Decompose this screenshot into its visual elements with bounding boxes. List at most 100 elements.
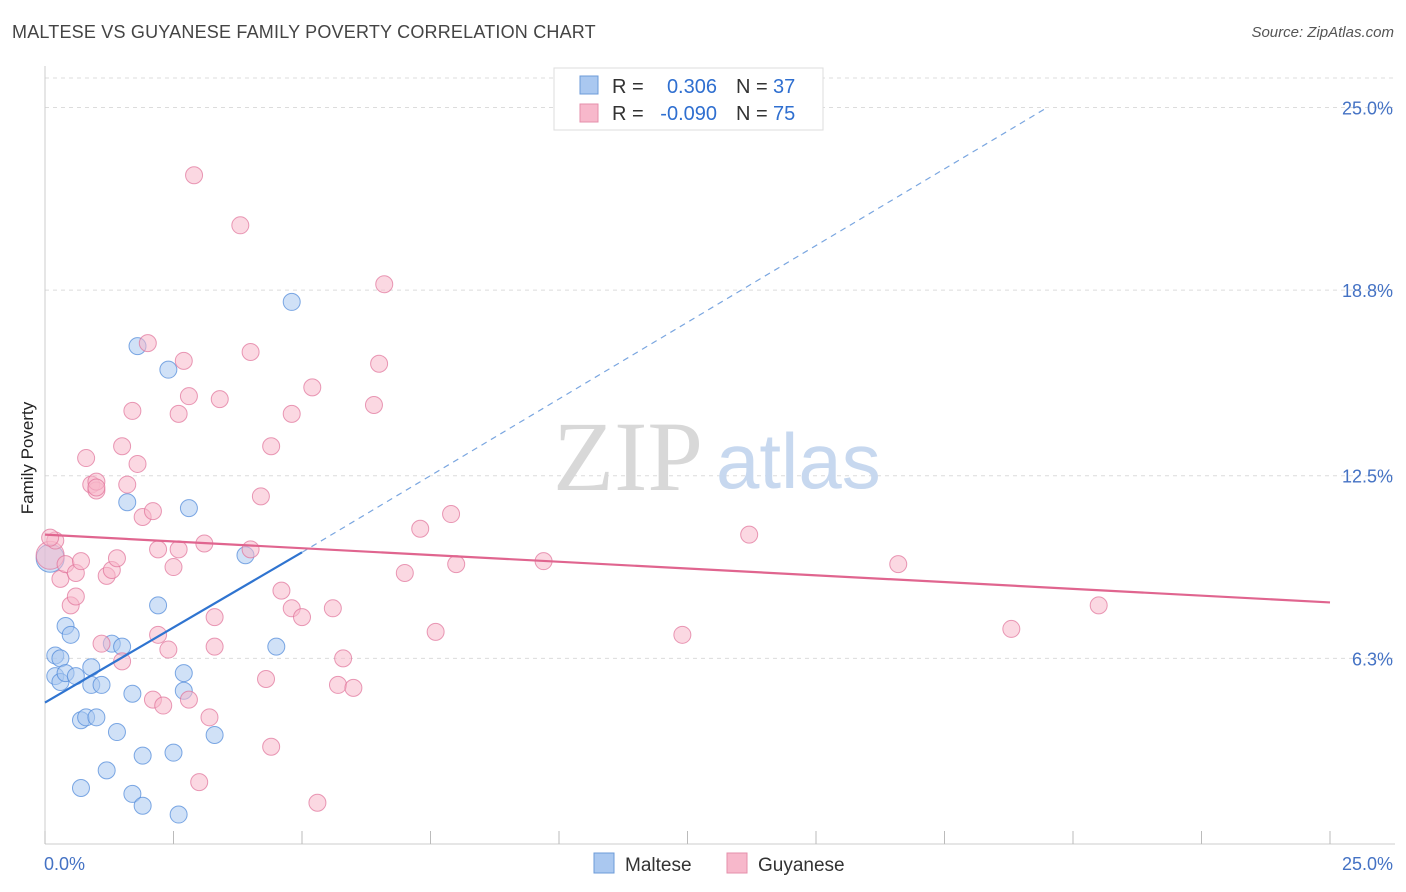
chart-title: MALTESE VS GUYANESE FAMILY POVERTY CORRE… bbox=[12, 22, 596, 42]
guyanese-point bbox=[1002, 619, 1021, 638]
guyanese-point bbox=[179, 387, 198, 406]
legend-r-label-2: R = bbox=[612, 103, 644, 125]
x-tick-labels: 0.0% 25.0% bbox=[44, 854, 1393, 874]
guyanese-point bbox=[77, 449, 96, 468]
series-maltese bbox=[35, 292, 301, 824]
guyanese-point bbox=[375, 275, 394, 294]
guyanese-point bbox=[308, 793, 327, 812]
guyanese-point bbox=[143, 502, 162, 521]
guyanese-point bbox=[447, 555, 466, 574]
legend-n-value-2: 75 bbox=[773, 103, 795, 125]
maltese-point bbox=[267, 637, 286, 656]
guyanese-point bbox=[107, 549, 126, 568]
guyanese-point bbox=[190, 773, 209, 792]
guyanese-trend-line bbox=[44, 533, 1331, 604]
guyanese-point bbox=[113, 437, 132, 456]
guyanese-point bbox=[66, 587, 85, 606]
guyanese-point bbox=[334, 649, 353, 668]
legend-n-label-1: N = bbox=[736, 76, 768, 98]
bottom-legend-guyanese: Guyanese bbox=[758, 855, 845, 876]
guyanese-point bbox=[164, 558, 183, 577]
guyanese-point bbox=[323, 599, 342, 618]
guyanese-point bbox=[123, 401, 142, 420]
y-tick-label: 6.3% bbox=[1352, 649, 1393, 669]
maltese-point bbox=[133, 746, 152, 765]
legend-n-label-2: N = bbox=[736, 103, 768, 125]
guyanese-point bbox=[174, 351, 193, 370]
y-tick-labels: 6.3% 12.5% 18.8% 25.0% bbox=[1342, 98, 1393, 669]
guyanese-point bbox=[241, 342, 260, 361]
bottom-legend-maltese: Maltese bbox=[625, 855, 692, 876]
guyanese-point bbox=[185, 166, 204, 185]
guyanese-point bbox=[241, 540, 260, 559]
guyanese-point bbox=[92, 634, 111, 653]
bottom-legend: Maltese Guyanese bbox=[593, 852, 845, 876]
guyanese-point bbox=[442, 505, 461, 524]
guyanese-point bbox=[262, 437, 281, 456]
guyanese-point bbox=[128, 454, 147, 473]
guyanese-point bbox=[344, 678, 363, 697]
legend-box bbox=[553, 67, 824, 131]
guyanese-point bbox=[411, 519, 430, 538]
maltese-point bbox=[174, 664, 193, 683]
maltese-point bbox=[159, 360, 178, 379]
bottom-legend-swatch-maltese bbox=[593, 852, 615, 874]
guyanese-point bbox=[169, 404, 188, 423]
guyanese-point bbox=[154, 696, 173, 715]
guyanese-point bbox=[740, 525, 759, 544]
maltese-point bbox=[97, 761, 116, 780]
guyanese-point bbox=[251, 487, 270, 506]
guyanese-point bbox=[1089, 596, 1108, 615]
y-axis-title: Family Poverty bbox=[18, 401, 37, 514]
trend-lines bbox=[44, 106, 1331, 704]
watermark-zip: ZIP bbox=[553, 401, 703, 512]
watermark: ZIP atlas bbox=[553, 401, 881, 512]
maltese-point bbox=[87, 708, 106, 727]
guyanese-point bbox=[159, 640, 178, 659]
maltese-point bbox=[169, 805, 188, 824]
series-guyanese bbox=[35, 166, 1108, 812]
guyanese-point bbox=[149, 540, 168, 559]
guyanese-point bbox=[71, 552, 90, 571]
guyanese-point bbox=[138, 334, 157, 353]
legend-n-value-1: 37 bbox=[773, 76, 795, 98]
maltese-point bbox=[118, 493, 137, 512]
y-tick-label: 18.8% bbox=[1342, 281, 1393, 301]
legend-r-label-1: R = bbox=[612, 76, 644, 98]
guyanese-point bbox=[889, 555, 908, 574]
y-tick-label: 25.0% bbox=[1342, 98, 1393, 118]
axes bbox=[44, 66, 1395, 845]
maltese-point bbox=[61, 625, 80, 644]
guyanese-point bbox=[272, 581, 291, 600]
maltese-point bbox=[71, 779, 90, 798]
guyanese-point bbox=[169, 540, 188, 559]
maltese-point bbox=[133, 796, 152, 815]
guyanese-point bbox=[395, 563, 414, 582]
source-label: Source: ZipAtlas.com bbox=[1251, 24, 1394, 41]
guyanese-point bbox=[205, 637, 224, 656]
guyanese-point bbox=[41, 528, 60, 547]
guyanese-point bbox=[364, 396, 383, 415]
maltese-point bbox=[123, 684, 142, 703]
guyanese-point bbox=[282, 404, 301, 423]
guyanese-point bbox=[231, 216, 250, 235]
maltese-trend-line bbox=[44, 551, 303, 704]
maltese-point bbox=[123, 784, 142, 803]
guyanese-point bbox=[328, 675, 347, 694]
guyanese-point bbox=[205, 608, 224, 627]
maltese-trend-extension bbox=[301, 106, 1048, 553]
guyanese-point bbox=[210, 390, 229, 409]
guyanese-point bbox=[370, 354, 389, 373]
guyanese-point bbox=[87, 478, 106, 497]
legend-swatch-guyanese bbox=[579, 103, 599, 123]
x-tick-label-max: 25.0% bbox=[1342, 854, 1393, 874]
guyanese-point bbox=[673, 625, 692, 644]
watermark-atlas: atlas bbox=[716, 417, 881, 505]
guyanese-point bbox=[426, 622, 445, 641]
legend-r-value-2: -0.090 bbox=[660, 103, 717, 125]
guyanese-point bbox=[303, 378, 322, 397]
maltese-point bbox=[282, 292, 301, 311]
maltese-point bbox=[164, 743, 183, 762]
x-tick-label-min: 0.0% bbox=[44, 854, 85, 874]
